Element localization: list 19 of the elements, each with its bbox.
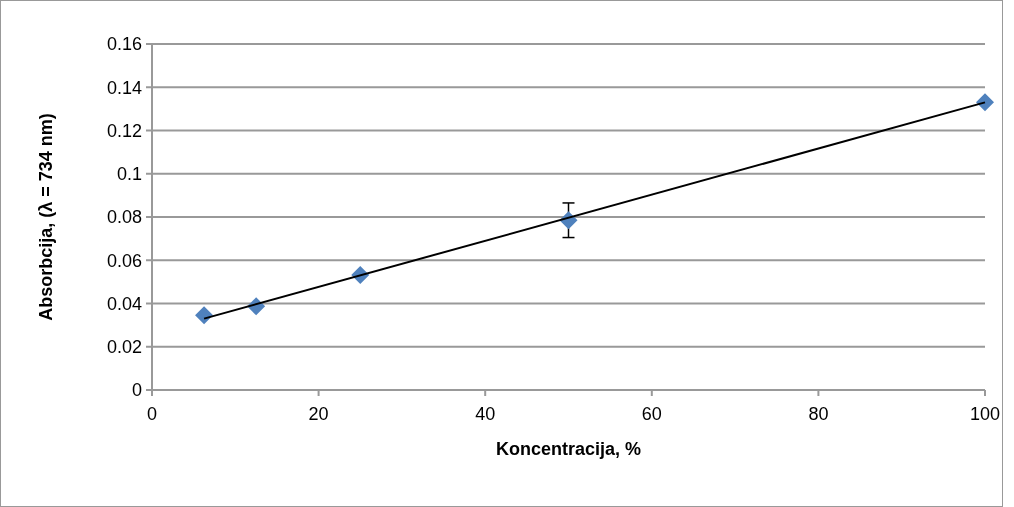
y-tick-label: 0: [131, 380, 142, 401]
y-tick-label: 0.16: [106, 34, 142, 55]
x-axis-title: Koncentracija, %: [495, 439, 642, 459]
y-tick-label: 0.04: [106, 293, 142, 314]
y-tick-label: 0.1: [116, 164, 142, 185]
y-tick-label: 0.02: [106, 337, 142, 358]
x-tick-label: 80: [808, 404, 829, 424]
y-axis-title: Absorbcija, (λ = 734 nm): [36, 113, 56, 321]
x-tick-label: 60: [641, 404, 662, 424]
y-tick-label: 0.14: [106, 77, 142, 98]
x-tick-label: 0: [146, 404, 158, 424]
point: [195, 306, 214, 325]
y-tick-label: 0.08: [106, 207, 142, 228]
y-tick-label: 0.06: [106, 250, 142, 271]
y-tick-label: 0.12: [106, 120, 142, 141]
x-tick-label: 20: [308, 404, 329, 424]
x-tick-label: 40: [475, 404, 496, 424]
point: [976, 93, 994, 112]
x-tick-label: 100: [969, 404, 1001, 424]
